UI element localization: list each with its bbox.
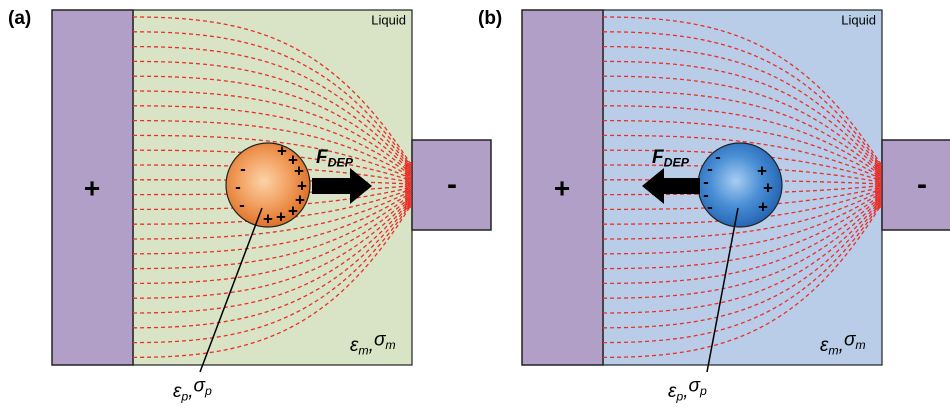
panel-label: (a): [8, 8, 31, 29]
charge: +: [263, 209, 273, 228]
particle-properties: εp,σp: [668, 375, 707, 404]
charge: -: [240, 159, 246, 178]
charge: -: [715, 147, 721, 166]
panel-label: (b): [478, 8, 502, 29]
medium-properties-sub: m: [828, 344, 838, 358]
force-label-sub: DEP: [664, 156, 690, 170]
charge: +: [763, 178, 773, 197]
particle-properties: εp,σp: [173, 375, 212, 404]
particle-properties-sub: p: [675, 390, 683, 404]
charge: +: [276, 207, 286, 226]
electrode-sign: -: [447, 168, 457, 201]
charge: +: [277, 141, 287, 160]
charge: -: [235, 177, 241, 196]
particle-properties-sub: p: [699, 384, 707, 398]
particle-properties-sub: p: [180, 390, 188, 404]
medium-label: Liquid: [841, 12, 876, 27]
electrode-right: [882, 140, 950, 230]
medium-label: Liquid: [371, 12, 406, 27]
charge: +: [288, 201, 298, 220]
charge: -: [239, 195, 245, 214]
charge: -: [707, 197, 713, 216]
force-label-sub: DEP: [328, 156, 354, 170]
figure: (a)+-LiquidFDEPεm,σmεp,σp---++++++++(b)+…: [0, 0, 950, 411]
electrode-sign: +: [554, 172, 570, 203]
medium-properties-sub: m: [385, 338, 395, 352]
particle-properties-sub: p: [204, 384, 212, 398]
charge: +: [758, 197, 768, 216]
medium-properties-sub: m: [358, 344, 368, 358]
electrode-sign: -: [917, 168, 927, 201]
electrode-sign: +: [84, 172, 100, 203]
medium-properties-sub: m: [855, 338, 865, 352]
